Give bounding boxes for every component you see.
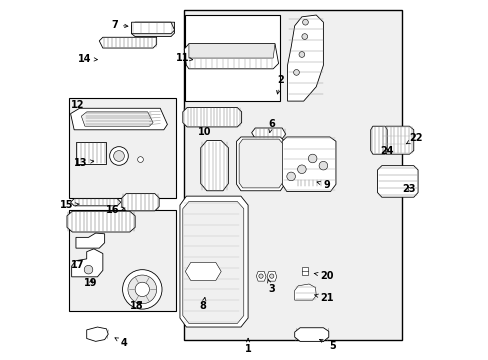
Circle shape xyxy=(302,19,308,25)
Circle shape xyxy=(128,275,156,304)
Polygon shape xyxy=(99,37,156,48)
Polygon shape xyxy=(67,211,135,232)
Text: 13: 13 xyxy=(74,158,94,168)
Bar xyxy=(301,267,308,275)
Circle shape xyxy=(308,154,316,163)
Text: 23: 23 xyxy=(402,184,415,194)
Text: 7: 7 xyxy=(111,20,128,30)
Circle shape xyxy=(258,274,263,278)
Circle shape xyxy=(301,34,307,40)
Polygon shape xyxy=(72,249,102,277)
Polygon shape xyxy=(122,194,159,211)
Polygon shape xyxy=(70,199,121,206)
Circle shape xyxy=(297,165,305,174)
Polygon shape xyxy=(377,166,417,197)
Polygon shape xyxy=(251,128,285,139)
Polygon shape xyxy=(287,15,323,101)
Polygon shape xyxy=(370,126,386,154)
Text: 22: 22 xyxy=(406,133,422,144)
Text: 24: 24 xyxy=(380,146,393,156)
Circle shape xyxy=(84,265,93,274)
Polygon shape xyxy=(292,179,321,187)
Text: 3: 3 xyxy=(267,279,274,294)
Circle shape xyxy=(137,157,143,162)
Circle shape xyxy=(286,172,295,181)
Polygon shape xyxy=(266,271,276,281)
Text: 8: 8 xyxy=(200,297,206,311)
Text: 21: 21 xyxy=(314,293,333,303)
Bar xyxy=(125,197,155,208)
Bar xyxy=(69,98,176,198)
Bar xyxy=(69,211,176,311)
Text: 2: 2 xyxy=(276,75,283,94)
Polygon shape xyxy=(131,22,174,34)
Polygon shape xyxy=(294,284,316,300)
Polygon shape xyxy=(294,328,328,341)
Polygon shape xyxy=(188,44,274,58)
Text: 9: 9 xyxy=(316,180,329,190)
Circle shape xyxy=(293,69,299,75)
Text: 15: 15 xyxy=(60,200,79,210)
Polygon shape xyxy=(183,108,241,127)
Polygon shape xyxy=(131,22,174,37)
Polygon shape xyxy=(184,44,278,69)
Polygon shape xyxy=(86,327,108,341)
Text: 19: 19 xyxy=(84,278,98,288)
Polygon shape xyxy=(180,196,247,327)
Text: 10: 10 xyxy=(198,127,211,136)
Bar xyxy=(380,170,394,194)
Polygon shape xyxy=(381,126,413,154)
Text: 14: 14 xyxy=(78,54,97,64)
Circle shape xyxy=(135,282,149,297)
Circle shape xyxy=(113,150,124,161)
Bar xyxy=(76,142,106,164)
Polygon shape xyxy=(201,140,228,191)
Polygon shape xyxy=(236,137,284,191)
Circle shape xyxy=(269,274,273,278)
Circle shape xyxy=(319,161,327,170)
Bar xyxy=(183,10,402,339)
Text: 6: 6 xyxy=(267,120,274,132)
Circle shape xyxy=(122,270,162,309)
Text: 20: 20 xyxy=(314,271,333,281)
Bar xyxy=(396,170,414,194)
Text: 11: 11 xyxy=(175,53,192,63)
Polygon shape xyxy=(185,262,221,280)
Circle shape xyxy=(298,51,304,57)
Text: 5: 5 xyxy=(319,339,335,351)
Text: 17: 17 xyxy=(71,260,84,270)
Text: 4: 4 xyxy=(115,338,127,348)
Polygon shape xyxy=(183,202,244,323)
Text: 1: 1 xyxy=(244,338,251,354)
Polygon shape xyxy=(76,233,104,248)
Polygon shape xyxy=(239,139,282,188)
Text: 16: 16 xyxy=(106,205,125,215)
Text: 12: 12 xyxy=(71,100,84,110)
Polygon shape xyxy=(81,112,153,126)
Bar xyxy=(185,15,280,101)
Text: 18: 18 xyxy=(130,301,143,311)
Circle shape xyxy=(109,147,128,165)
Polygon shape xyxy=(256,271,265,281)
Polygon shape xyxy=(70,108,167,130)
Polygon shape xyxy=(282,137,335,192)
